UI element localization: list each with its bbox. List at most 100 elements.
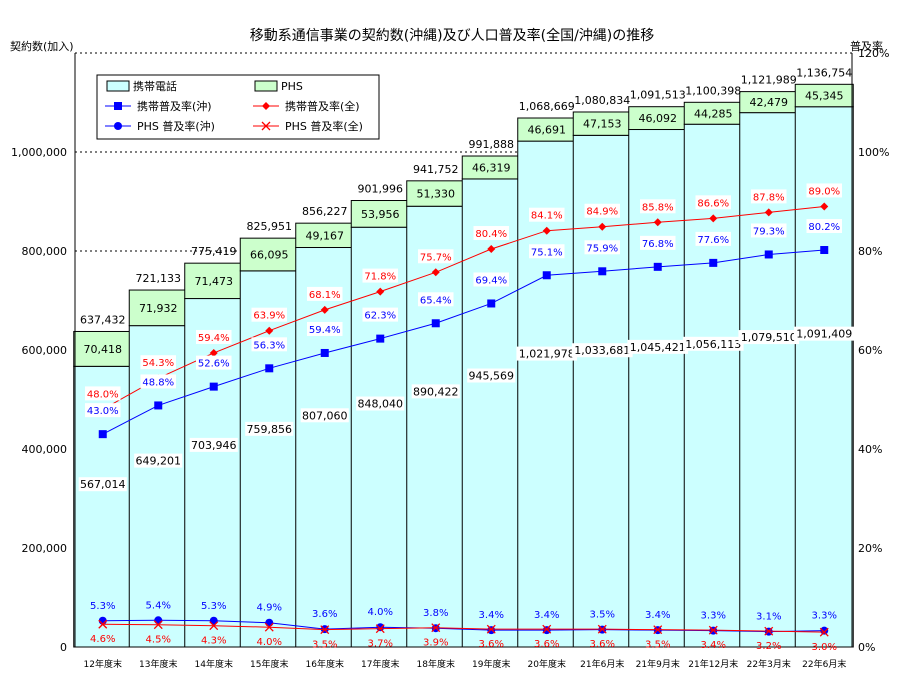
bar-mobile [128, 325, 188, 648]
phs-value-label: 53,956 [361, 208, 400, 221]
y-right-tick: 60% [858, 344, 882, 357]
y-right-tick: 0% [858, 641, 875, 654]
rate-label: 3.3% [701, 611, 726, 622]
rate-label-bg [362, 268, 398, 283]
rate-label: 84.9% [586, 207, 618, 218]
marker-square [764, 250, 773, 259]
rate-label-bg [529, 244, 565, 259]
rate-label: 3.5% [590, 610, 615, 621]
rate-label: 75.1% [531, 247, 563, 258]
x-tick-label: 21年6月末 [580, 658, 624, 670]
marker-diamond [262, 102, 270, 110]
marker-x [261, 121, 271, 131]
bar-phs [239, 237, 299, 272]
lines-group [98, 202, 829, 637]
y-left-tick: 600,000 [22, 344, 68, 357]
phs-value-label: 47,153 [583, 118, 622, 131]
total-label: 637,432 [80, 313, 126, 326]
marker-square [209, 382, 218, 391]
rate-label: 5.4% [146, 600, 171, 611]
marker-diamond [487, 245, 496, 254]
marker-diamond [598, 222, 607, 231]
legend-label-mobile-oki: 携帯普及率(沖) [137, 99, 212, 113]
marker-circle [376, 623, 385, 632]
mobile-value-label: 807,060 [302, 409, 348, 422]
rate-label: 54.3% [142, 358, 174, 369]
rate-label-bg [251, 307, 287, 322]
y-left-tick: 200,000 [22, 542, 68, 555]
mobile-value-label-bg [571, 343, 633, 358]
x-tick-label: 14年度末 [195, 658, 233, 670]
rate-label-bg [473, 226, 509, 241]
rate-label: 48.0% [87, 389, 119, 400]
mobile-value-label: 649,201 [136, 455, 182, 468]
mobile-value-label: 1,079,510 [741, 331, 797, 344]
total-label: 901,996 [358, 183, 404, 196]
rate-label: 80.4% [475, 229, 507, 240]
marker-x [320, 625, 330, 635]
rate-label-bg [584, 240, 620, 255]
mobile-value-label-bg [793, 326, 855, 341]
rate-label: 3.6% [479, 639, 504, 650]
marker-circle [487, 626, 496, 635]
rate-label-bg [806, 183, 842, 198]
marker-x [819, 627, 829, 637]
marker-square [98, 430, 107, 439]
chart-title: 移動系通信事業の契約数(沖縄)及び人口普及率(全国/沖縄)の推移 [250, 27, 655, 44]
x-tick-label: 12年度末 [84, 658, 122, 670]
mobile-value-label-bg [300, 408, 349, 423]
rate-label-bg [640, 235, 676, 250]
bar-phs [73, 330, 133, 367]
marker-square [154, 401, 163, 410]
marker-square [487, 299, 496, 308]
rate-label-bg [85, 386, 121, 401]
total-label: 1,080,834 [574, 94, 630, 107]
line-series [102, 623, 825, 633]
marker-x [653, 625, 663, 635]
rate-label: 3.5% [312, 640, 337, 651]
phs-value-label: 42,479 [750, 96, 789, 109]
rate-label: 52.6% [198, 359, 230, 370]
phs-value-label: 71,932 [139, 302, 178, 315]
x-tick-label: 21年12月末 [688, 658, 738, 670]
rate-label: 85.8% [642, 202, 674, 213]
marker-x [764, 626, 774, 636]
rate-label: 3.1% [756, 612, 781, 623]
marker-x [209, 621, 219, 631]
rate-label: 59.4% [309, 325, 341, 336]
rate-label: 3.9% [423, 638, 448, 649]
mobile-value-label-bg [738, 330, 800, 345]
rate-label: 4.5% [146, 635, 171, 646]
rate-label: 3.3% [812, 611, 837, 622]
rate-label-bg [251, 337, 287, 352]
y-left-tick: 0 [60, 641, 67, 654]
total-label: 1,136,754 [796, 66, 852, 79]
legend-box [96, 74, 380, 140]
rate-label: 4.3% [201, 636, 226, 647]
legend-label-phs-oki: PHS 普及率(沖) [137, 119, 215, 133]
marker-x [375, 624, 385, 634]
rate-label: 3.4% [645, 610, 670, 621]
total-label: 1,068,669 [519, 100, 575, 113]
rate-label: 87.8% [753, 192, 785, 203]
mobile-value-label: 848,040 [358, 398, 404, 411]
rate-label: 3.6% [590, 639, 615, 650]
rate-label: 62.3% [364, 311, 396, 322]
mobile-value-label: 703,946 [191, 439, 237, 452]
legend-label-mobile-all: 携帯普及率(全) [285, 99, 360, 113]
rate-label: 59.4% [198, 333, 230, 344]
rate-label: 68.1% [309, 290, 341, 301]
phs-value-label: 51,330 [417, 188, 456, 201]
legend: 携帯電話 PHS 携帯普及率(沖) 携帯普及率(全) PHS 普及率(沖) PHS 普及率… [96, 74, 380, 140]
rate-label: 3.6% [534, 639, 559, 650]
marker-square [376, 334, 385, 343]
bar-phs [184, 262, 244, 300]
marker-diamond [542, 226, 551, 235]
y-right-tick: 100% [858, 146, 889, 159]
total-label: 1,121,989 [741, 74, 797, 87]
marker-square [709, 258, 718, 267]
rate-label: 3.0% [812, 642, 837, 653]
marker-x [708, 625, 718, 635]
x-tick-label: 22年6月末 [802, 658, 846, 670]
total-label: 941,752 [413, 163, 459, 176]
